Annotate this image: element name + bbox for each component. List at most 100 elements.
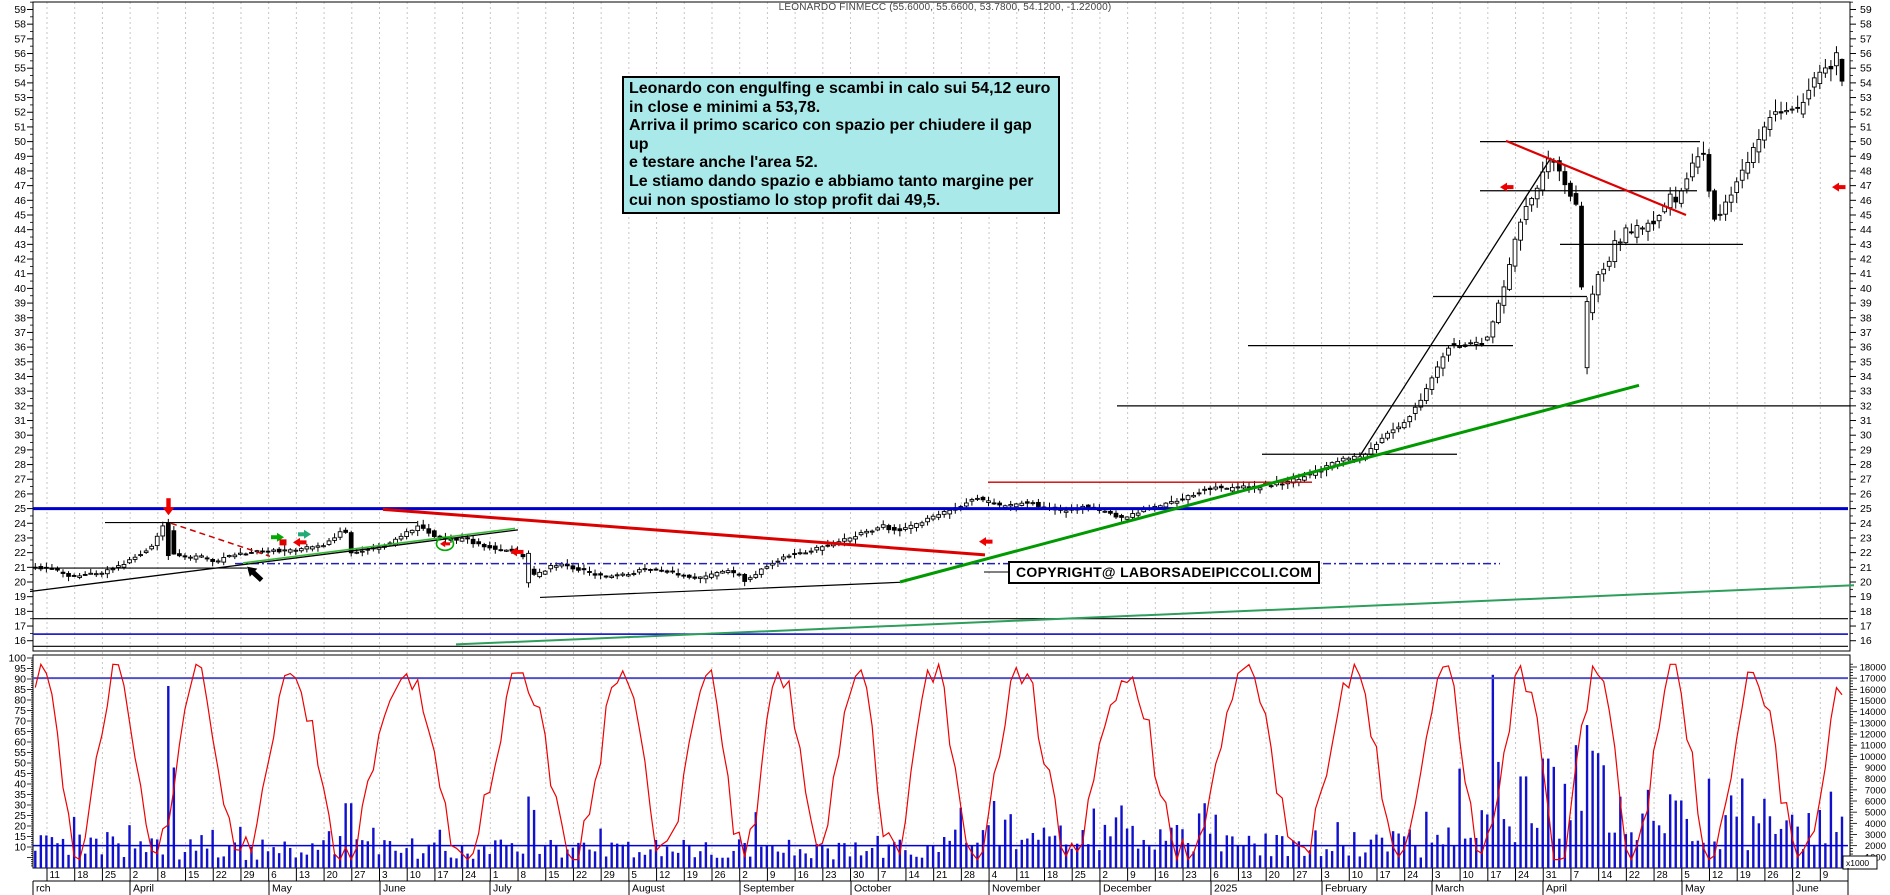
- svg-text:17: 17: [14, 621, 26, 633]
- week-date-label: 7: [881, 870, 887, 881]
- week-date-label: 30: [853, 870, 865, 881]
- week-date-label: 22: [576, 870, 588, 881]
- annotation-line: Leonardo con engulfing e scambi in calo …: [629, 80, 1051, 97]
- svg-text:6000: 6000: [1865, 797, 1886, 808]
- steep-uptrend-2025: [1359, 157, 1552, 457]
- svg-text:51: 51: [1860, 121, 1872, 133]
- week-date-label: 24: [465, 870, 477, 881]
- svg-text:100: 100: [8, 653, 26, 665]
- svg-text:51: 51: [14, 121, 26, 133]
- week-date-label: 4: [992, 870, 998, 881]
- week-date-label: 9: [1130, 870, 1136, 881]
- svg-text:8000: 8000: [1865, 774, 1886, 785]
- week-date-label: 3: [1435, 870, 1441, 881]
- annotation-box[interactable]: Leonardo con engulfing e scambi in calo …: [622, 76, 1060, 215]
- svg-text:45: 45: [14, 768, 26, 780]
- week-date-label: 18: [1047, 870, 1059, 881]
- week-date-label: 17: [1490, 870, 1502, 881]
- black-cursor-arrow-icon: [247, 566, 264, 583]
- week-date-label: 22: [1629, 870, 1641, 881]
- week-date-label: 11: [50, 870, 61, 881]
- month-label: May: [1685, 883, 1706, 895]
- svg-text:32: 32: [14, 400, 26, 412]
- svg-text:28: 28: [1860, 459, 1872, 471]
- week-date-label: 10: [410, 870, 422, 881]
- svg-text:45: 45: [14, 210, 26, 222]
- svg-text:30: 30: [1860, 430, 1872, 442]
- svg-text:17000: 17000: [1860, 674, 1886, 685]
- svg-text:42: 42: [1860, 254, 1872, 266]
- svg-text:55: 55: [14, 63, 26, 75]
- svg-text:29: 29: [1860, 444, 1872, 456]
- week-date-label: 9: [1823, 870, 1829, 881]
- week-date-label: 2: [1795, 870, 1801, 881]
- week-date-label: 27: [1296, 870, 1308, 881]
- annotation-line: e testare anche l'area 52.: [629, 154, 818, 172]
- svg-text:46: 46: [1860, 195, 1872, 207]
- svg-text:36: 36: [14, 342, 26, 354]
- red-left-arrow-icon: [1832, 182, 1839, 192]
- week-date-label: 14: [908, 870, 920, 881]
- week-date-label: 16: [798, 870, 810, 881]
- week-date-label: 8: [521, 870, 527, 881]
- svg-text:41: 41: [1860, 268, 1872, 280]
- chart-title: LEONARDO FINMECC (55.6000, 55.6600, 53.7…: [778, 2, 1112, 13]
- svg-text:36: 36: [1860, 342, 1872, 354]
- week-date-label: 31: [1546, 870, 1558, 881]
- month-label: March: [1435, 883, 1464, 895]
- week-date-label: 22: [216, 870, 228, 881]
- svg-text:15: 15: [14, 831, 26, 843]
- week-date-label: 10: [1463, 870, 1475, 881]
- green-right-arrow-icon: [271, 535, 278, 540]
- svg-text:57: 57: [14, 33, 26, 45]
- month-label: April: [133, 883, 154, 895]
- svg-text:26: 26: [14, 488, 26, 500]
- svg-text:3000: 3000: [1865, 830, 1886, 841]
- svg-text:21: 21: [1860, 562, 1872, 574]
- week-date-label: 12: [1712, 870, 1724, 881]
- svg-text:27: 27: [1860, 474, 1872, 486]
- svg-text:30: 30: [14, 800, 26, 812]
- svg-text:85: 85: [14, 684, 26, 696]
- week-date-label: 3: [382, 870, 388, 881]
- week-date-label: 9: [770, 870, 776, 881]
- svg-text:20: 20: [1860, 577, 1872, 589]
- red-left-arrow-icon: [1839, 185, 1846, 190]
- panel-borders: [32, 1, 1851, 869]
- week-date-label: 17: [437, 870, 449, 881]
- svg-text:16: 16: [1860, 635, 1872, 647]
- svg-text:50: 50: [1860, 136, 1872, 148]
- week-date-label: 6: [1213, 870, 1219, 881]
- svg-text:40: 40: [1860, 283, 1872, 295]
- svg-text:46: 46: [14, 195, 26, 207]
- svg-text:33: 33: [1860, 386, 1872, 398]
- svg-text:70: 70: [14, 716, 26, 728]
- svg-text:31: 31: [14, 415, 26, 427]
- svg-text:60: 60: [14, 737, 26, 749]
- svg-text:18: 18: [14, 606, 26, 618]
- week-date-label: 13: [299, 870, 311, 881]
- svg-text:55: 55: [14, 747, 26, 759]
- svg-text:10: 10: [14, 842, 26, 854]
- svg-text:48: 48: [14, 165, 26, 177]
- svg-text:55: 55: [1860, 63, 1872, 75]
- red-down-arrow-icon: [166, 498, 171, 508]
- svg-text:20: 20: [14, 821, 26, 833]
- svg-text:33: 33: [14, 386, 26, 398]
- svg-text:42: 42: [14, 254, 26, 266]
- svg-text:22: 22: [14, 547, 26, 559]
- price-axis-left: 59 58 57 56 55 54 53 52 51 50 49 48 47 46 45 44 43 42 41 40…: [14, 1, 33, 647]
- week-date-label: 10: [1352, 870, 1364, 881]
- svg-text:18: 18: [1860, 606, 1872, 618]
- week-date-label: 23: [825, 870, 837, 881]
- svg-text:19: 19: [14, 591, 26, 603]
- svg-text:39: 39: [1860, 298, 1872, 310]
- red-left-arrow-icon: [300, 540, 307, 545]
- svg-text:59: 59: [1860, 4, 1872, 16]
- week-date-label: 11: [1019, 870, 1030, 881]
- week-date-label: 1: [493, 870, 499, 881]
- week-date-label: 3: [1324, 870, 1330, 881]
- svg-text:32: 32: [1860, 400, 1872, 412]
- svg-text:44: 44: [14, 224, 26, 236]
